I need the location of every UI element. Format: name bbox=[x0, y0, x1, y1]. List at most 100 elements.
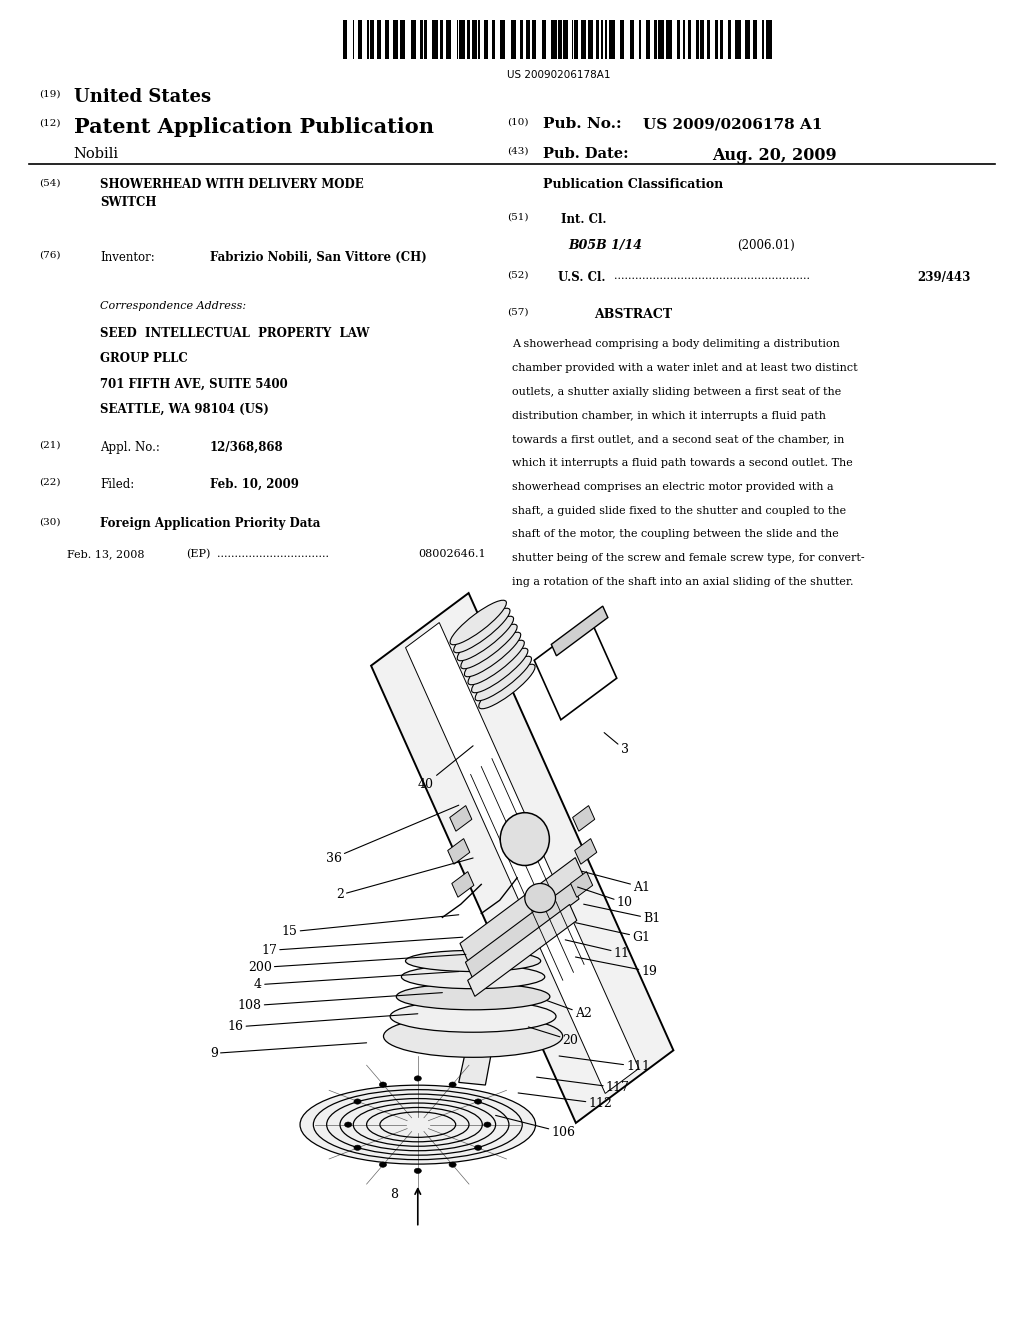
Bar bbox=[520, 20, 523, 59]
Bar bbox=[483, 20, 487, 59]
Text: (51): (51) bbox=[507, 213, 528, 222]
Ellipse shape bbox=[327, 1094, 509, 1155]
Bar bbox=[588, 20, 593, 59]
Ellipse shape bbox=[414, 1168, 422, 1173]
Bar bbox=[471, 20, 477, 59]
Text: (43): (43) bbox=[507, 147, 528, 156]
Text: Filed:: Filed: bbox=[100, 478, 134, 491]
Text: GROUP PLLC: GROUP PLLC bbox=[100, 352, 188, 366]
Text: US 20090206178A1: US 20090206178A1 bbox=[507, 70, 611, 81]
Text: distribution chamber, in which it interrupts a fluid path: distribution chamber, in which it interr… bbox=[512, 411, 826, 421]
Text: (52): (52) bbox=[507, 271, 528, 280]
Text: 08002646.1: 08002646.1 bbox=[418, 549, 485, 560]
Bar bbox=[574, 20, 579, 59]
Bar bbox=[762, 20, 764, 59]
Text: 10: 10 bbox=[578, 887, 633, 909]
Text: U.S. Cl.: U.S. Cl. bbox=[558, 271, 605, 284]
Bar bbox=[558, 20, 562, 59]
Text: US 2009/0206178 A1: US 2009/0206178 A1 bbox=[643, 117, 822, 132]
Ellipse shape bbox=[396, 983, 550, 1010]
Text: 19: 19 bbox=[575, 957, 657, 978]
Text: (30): (30) bbox=[39, 517, 60, 527]
Polygon shape bbox=[371, 593, 674, 1123]
Ellipse shape bbox=[353, 1104, 482, 1146]
Text: 117: 117 bbox=[537, 1077, 630, 1094]
Bar bbox=[352, 20, 354, 59]
Bar bbox=[511, 20, 516, 59]
Bar bbox=[667, 20, 672, 59]
Ellipse shape bbox=[449, 1162, 457, 1167]
Text: (EP): (EP) bbox=[186, 549, 211, 560]
Bar bbox=[457, 20, 458, 59]
Text: B05B 1/14: B05B 1/14 bbox=[568, 239, 642, 252]
Text: 15: 15 bbox=[282, 915, 459, 939]
Bar bbox=[707, 20, 710, 59]
Bar bbox=[654, 20, 656, 59]
Text: ........................................................: ........................................… bbox=[614, 271, 810, 281]
Bar bbox=[601, 20, 603, 59]
Text: Pub. Date:: Pub. Date: bbox=[543, 147, 629, 161]
Text: Inventor:: Inventor: bbox=[100, 251, 155, 264]
Bar bbox=[478, 20, 479, 59]
Text: 40: 40 bbox=[418, 746, 473, 791]
Text: G1: G1 bbox=[575, 923, 650, 944]
Text: (2006.01): (2006.01) bbox=[737, 239, 795, 252]
Bar bbox=[646, 20, 650, 59]
Text: 239/443: 239/443 bbox=[918, 271, 971, 284]
Ellipse shape bbox=[344, 1122, 352, 1127]
Ellipse shape bbox=[354, 1146, 361, 1151]
Ellipse shape bbox=[414, 1076, 422, 1081]
Polygon shape bbox=[551, 606, 608, 656]
Text: (76): (76) bbox=[39, 251, 60, 260]
Bar bbox=[377, 20, 381, 59]
Bar bbox=[399, 20, 406, 59]
Bar bbox=[688, 20, 690, 59]
Bar bbox=[728, 20, 731, 59]
Text: 3: 3 bbox=[604, 733, 629, 756]
Bar bbox=[393, 20, 398, 59]
Text: Foreign Application Priority Data: Foreign Application Priority Data bbox=[100, 517, 321, 531]
Text: (12): (12) bbox=[39, 119, 60, 128]
Text: outlets, a shutter axially sliding between a first seat of the: outlets, a shutter axially sliding betwe… bbox=[512, 387, 842, 397]
Ellipse shape bbox=[300, 1085, 536, 1164]
Polygon shape bbox=[468, 904, 577, 997]
Text: SEATTLE, WA 98104 (US): SEATTLE, WA 98104 (US) bbox=[100, 403, 269, 416]
Bar bbox=[468, 20, 470, 59]
Text: A1: A1 bbox=[582, 871, 650, 894]
Polygon shape bbox=[450, 805, 472, 832]
Text: 4: 4 bbox=[254, 972, 459, 991]
Text: 20: 20 bbox=[528, 1027, 579, 1047]
Text: A2: A2 bbox=[547, 1001, 592, 1020]
Text: ABSTRACT: ABSTRACT bbox=[594, 308, 672, 321]
Ellipse shape bbox=[313, 1089, 522, 1160]
Bar bbox=[571, 20, 573, 59]
Bar bbox=[542, 20, 546, 59]
Ellipse shape bbox=[379, 1082, 387, 1088]
Bar bbox=[609, 20, 614, 59]
Bar bbox=[683, 20, 685, 59]
Polygon shape bbox=[570, 871, 593, 898]
Bar bbox=[744, 20, 751, 59]
Bar bbox=[605, 20, 607, 59]
Text: 108: 108 bbox=[238, 993, 442, 1012]
Bar bbox=[753, 20, 757, 59]
Bar bbox=[370, 20, 374, 59]
Text: Feb. 10, 2009: Feb. 10, 2009 bbox=[210, 478, 299, 491]
Text: 701 FIFTH AVE, SUITE 5400: 701 FIFTH AVE, SUITE 5400 bbox=[100, 378, 288, 391]
Text: B1: B1 bbox=[584, 904, 660, 925]
Text: shaft of the motor, the coupling between the slide and the: shaft of the motor, the coupling between… bbox=[512, 529, 839, 540]
Bar bbox=[700, 20, 705, 59]
Ellipse shape bbox=[483, 1122, 492, 1127]
Ellipse shape bbox=[468, 640, 524, 685]
Ellipse shape bbox=[474, 1098, 481, 1104]
Bar bbox=[715, 20, 718, 59]
Text: ing a rotation of the shaft into an axial sliding of the shutter.: ing a rotation of the shaft into an axia… bbox=[512, 577, 853, 587]
Ellipse shape bbox=[354, 1098, 361, 1104]
Text: chamber provided with a water inlet and at least two distinct: chamber provided with a water inlet and … bbox=[512, 363, 858, 374]
Text: 16: 16 bbox=[227, 1014, 418, 1034]
Ellipse shape bbox=[401, 965, 545, 989]
Bar bbox=[639, 20, 641, 59]
Ellipse shape bbox=[524, 883, 555, 912]
Text: which it interrupts a fluid path towards a second outlet. The: which it interrupts a fluid path towards… bbox=[512, 458, 853, 469]
Text: Patent Application Publication: Patent Application Publication bbox=[74, 117, 434, 137]
